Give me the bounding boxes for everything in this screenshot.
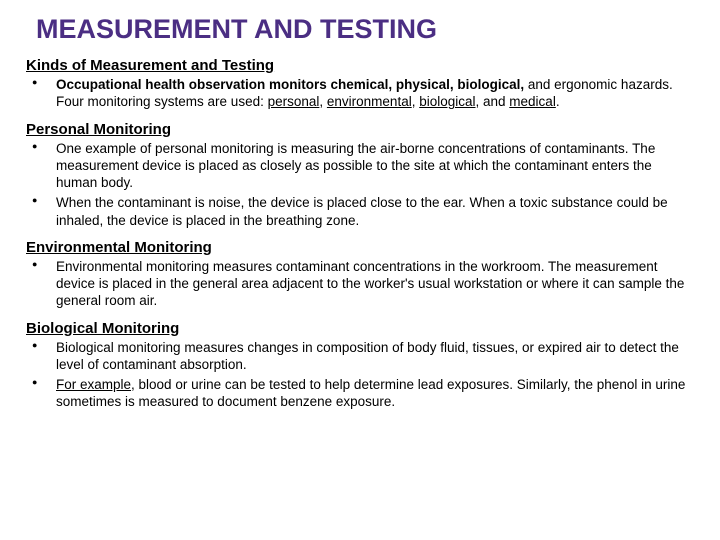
list-item: Environmental monitoring measures contam… (26, 258, 694, 310)
section-personal-list: One example of personal monitoring is me… (26, 140, 694, 229)
bold-text: Occupational health observation monitors… (56, 77, 524, 92)
underline-text: environmental (327, 94, 412, 109)
section-personal-header: Personal Monitoring (26, 121, 694, 138)
list-item: One example of personal monitoring is me… (26, 140, 694, 192)
list-item: For example, blood or urine can be teste… (26, 376, 694, 411)
text: . (556, 94, 560, 109)
text: , and (476, 94, 510, 109)
list-item: Occupational health observation monitors… (26, 76, 694, 111)
underline-text: medical (509, 94, 556, 109)
section-environmental-header: Environmental Monitoring (26, 239, 694, 256)
section-biological-header: Biological Monitoring (26, 320, 694, 337)
list-item: Biological monitoring measures changes i… (26, 339, 694, 374)
section-biological-list: Biological monitoring measures changes i… (26, 339, 694, 411)
slide-title: MEASUREMENT AND TESTING (36, 14, 694, 45)
text: , blood or urine can be tested to help d… (56, 377, 685, 409)
section-environmental-list: Environmental monitoring measures contam… (26, 258, 694, 310)
underline-text: personal (268, 94, 320, 109)
underline-text: biological (419, 94, 475, 109)
text: , (319, 94, 327, 109)
list-item: When the contaminant is noise, the devic… (26, 194, 694, 229)
section-kinds-header: Kinds of Measurement and Testing (26, 57, 694, 74)
section-kinds-list: Occupational health observation monitors… (26, 76, 694, 111)
underline-text: For example (56, 377, 131, 392)
